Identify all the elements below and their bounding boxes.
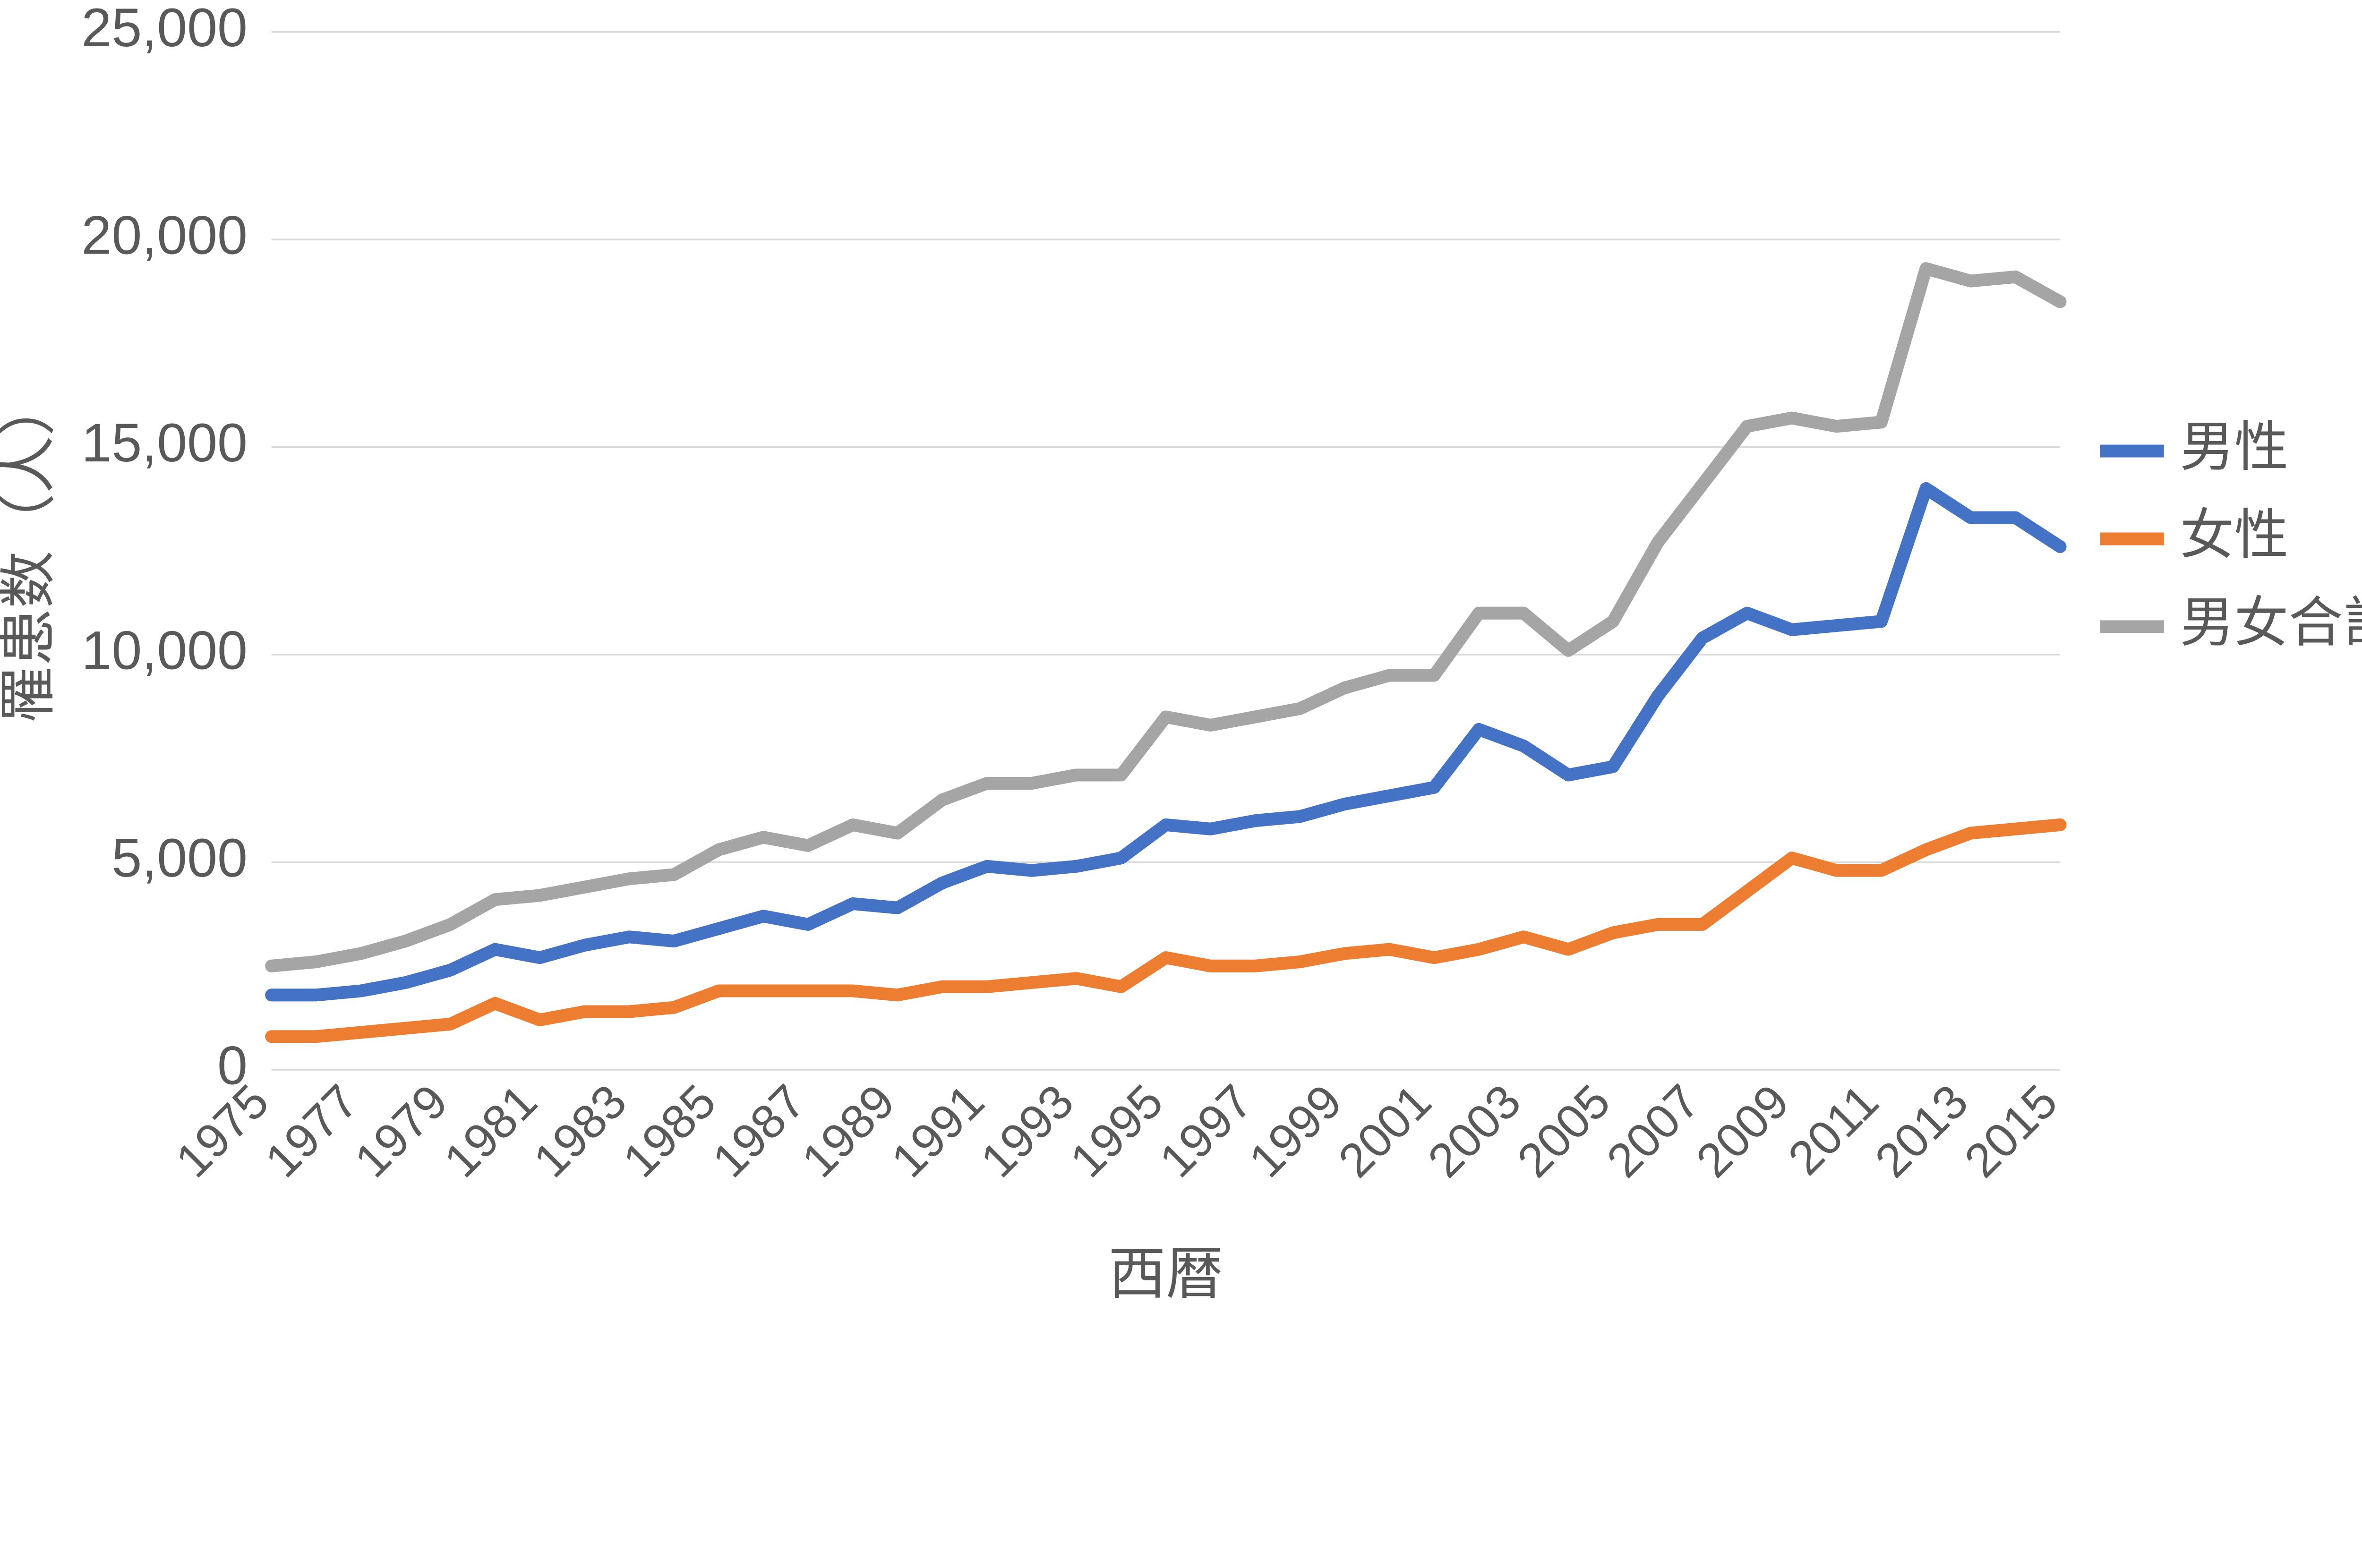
legend-label: 男性: [2180, 417, 2289, 477]
legend-label: 男女合計: [2180, 592, 2362, 653]
y-tick-label: 10,000: [81, 620, 248, 681]
legend-label: 女性: [2180, 504, 2289, 565]
line-chart: 05,00010,00015,00020,00025,0001975197719…: [0, 0, 2362, 1325]
y-tick-label: 15,000: [81, 413, 248, 473]
y-tick-label: 25,000: [81, 0, 248, 58]
y-axis-label: 罹患数（人）: [0, 378, 60, 723]
y-tick-label: 20,000: [81, 205, 248, 265]
y-tick-label: 5,000: [111, 828, 248, 888]
x-axis-label: 西暦: [1108, 1241, 1223, 1305]
